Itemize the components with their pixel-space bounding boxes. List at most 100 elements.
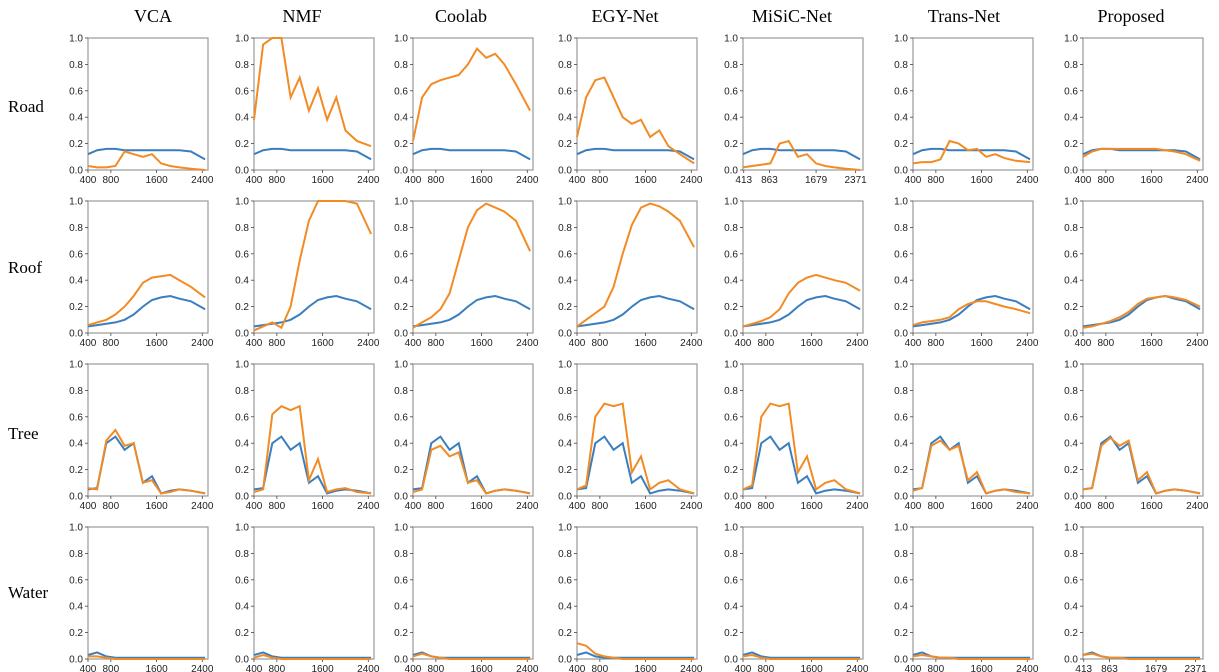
x-tick-label: 2400 bbox=[846, 338, 869, 349]
y-tick-label: 1.0 bbox=[394, 197, 408, 208]
y-tick-label: 0.4 bbox=[394, 439, 408, 450]
y-tick-label: 0.2 bbox=[558, 465, 572, 476]
x-tick-label: 2400 bbox=[516, 501, 539, 512]
y-tick-label: 1.0 bbox=[1064, 360, 1078, 371]
x-tick-label: 2400 bbox=[516, 175, 539, 186]
y-tick-label: 0.6 bbox=[69, 249, 83, 260]
y-tick-label: 0.2 bbox=[69, 465, 83, 476]
y-tick-label: 0.2 bbox=[724, 628, 738, 639]
x-tick-label: 1600 bbox=[470, 664, 493, 672]
panel-proposed-road: 0.0 0.2 0.4 0.6 0.8 1.0 400 800 1600 2400 bbox=[1064, 34, 1209, 187]
x-tick-label: 800 bbox=[428, 501, 445, 512]
y-tick-label: 0.4 bbox=[894, 602, 908, 613]
y-tick-label: 0.0 bbox=[724, 166, 738, 177]
y-tick-label: 0.8 bbox=[558, 223, 572, 234]
y-tick-label: 0.0 bbox=[235, 492, 249, 503]
y-tick-label: 0.4 bbox=[69, 113, 83, 124]
estimate-line bbox=[412, 444, 531, 495]
y-tick-label: 0.4 bbox=[235, 113, 249, 124]
panel-vca-water: 0.0 0.2 0.4 0.6 0.8 1.0 400 800 1600 2400 bbox=[69, 523, 214, 672]
x-tick-label: 2400 bbox=[680, 664, 703, 672]
y-tick-label: 0.8 bbox=[894, 60, 908, 71]
plot-frame bbox=[412, 37, 534, 171]
y-tick-label: 0.8 bbox=[724, 549, 738, 560]
y-tick-label: 0.0 bbox=[558, 166, 572, 177]
reference-line bbox=[87, 147, 206, 161]
estimate-line bbox=[576, 202, 695, 328]
x-tick-label: 800 bbox=[1098, 175, 1115, 186]
x-tick-label: 2400 bbox=[1016, 664, 1039, 672]
y-tick-label: 0.0 bbox=[394, 655, 408, 666]
panel-coolab-tree: 0.0 0.2 0.4 0.6 0.8 1.0 400 800 1600 2400 bbox=[394, 360, 539, 513]
reference-line bbox=[742, 651, 861, 659]
y-tick-label: 1.0 bbox=[69, 523, 83, 534]
y-tick-label: 0.2 bbox=[894, 139, 908, 150]
reference-line bbox=[576, 651, 695, 659]
x-tick-label: 1600 bbox=[470, 501, 493, 512]
x-tick-label: 400 bbox=[405, 501, 422, 512]
x-tick-label: 1600 bbox=[1140, 338, 1163, 349]
panel-proposed-tree: 0.0 0.2 0.4 0.6 0.8 1.0 400 800 1600 2400 bbox=[1064, 360, 1209, 513]
y-tick-label: 1.0 bbox=[894, 523, 908, 534]
y-tick-label: 0.4 bbox=[558, 276, 572, 287]
estimate-line bbox=[742, 273, 861, 328]
plot-frame bbox=[576, 363, 698, 497]
estimate-line bbox=[1082, 147, 1201, 162]
y-tick-label: 0.6 bbox=[394, 575, 408, 586]
x-tick-label: 2400 bbox=[1186, 175, 1209, 186]
x-tick-label: 1600 bbox=[145, 664, 168, 672]
y-tick-label: 0.4 bbox=[394, 276, 408, 287]
plot-frame bbox=[912, 200, 1034, 334]
x-tick-label: 400 bbox=[905, 501, 922, 512]
estimate-line bbox=[1082, 436, 1201, 495]
estimate-line bbox=[576, 76, 695, 165]
y-tick-label: 1.0 bbox=[558, 34, 572, 45]
y-tick-label: 0.0 bbox=[1064, 492, 1078, 503]
x-tick-label: 2400 bbox=[1186, 501, 1209, 512]
x-tick-label: 800 bbox=[428, 175, 445, 186]
y-tick-label: 1.0 bbox=[235, 523, 249, 534]
y-tick-label: 0.6 bbox=[1064, 249, 1078, 260]
x-tick-label: 2400 bbox=[357, 501, 380, 512]
y-tick-label: 0.2 bbox=[894, 302, 908, 313]
y-tick-label: 0.6 bbox=[894, 412, 908, 423]
x-tick-label: 413 bbox=[1075, 664, 1092, 672]
y-tick-label: 0.8 bbox=[894, 223, 908, 234]
column-title-coolab: Coolab bbox=[435, 6, 487, 26]
x-tick-label: 400 bbox=[405, 175, 422, 186]
x-tick-label: 800 bbox=[928, 664, 945, 672]
y-tick-label: 1.0 bbox=[894, 34, 908, 45]
y-tick-label: 0.4 bbox=[558, 113, 572, 124]
y-tick-label: 0.4 bbox=[894, 276, 908, 287]
y-tick-label: 0.6 bbox=[235, 249, 249, 260]
y-tick-label: 0.6 bbox=[1064, 575, 1078, 586]
x-tick-label: 800 bbox=[103, 338, 120, 349]
x-tick-label: 1600 bbox=[145, 338, 168, 349]
y-tick-label: 0.0 bbox=[1064, 329, 1078, 340]
y-tick-label: 0.6 bbox=[894, 249, 908, 260]
y-tick-label: 0.4 bbox=[394, 113, 408, 124]
x-tick-label: 400 bbox=[80, 175, 97, 186]
plot-frame bbox=[912, 363, 1034, 497]
x-tick-label: 1600 bbox=[800, 664, 823, 672]
y-tick-label: 0.4 bbox=[1064, 276, 1078, 287]
panel-egy-net-road: 0.0 0.2 0.4 0.6 0.8 1.0 400 800 1600 2400 bbox=[558, 34, 703, 187]
y-tick-label: 0.2 bbox=[394, 628, 408, 639]
y-tick-label: 0.2 bbox=[558, 139, 572, 150]
reference-line bbox=[576, 294, 695, 328]
x-tick-label: 800 bbox=[928, 501, 945, 512]
x-tick-label: 800 bbox=[1098, 338, 1115, 349]
y-tick-label: 0.4 bbox=[69, 439, 83, 450]
estimate-line bbox=[253, 653, 372, 660]
y-tick-label: 0.4 bbox=[1064, 439, 1078, 450]
y-tick-label: 0.2 bbox=[724, 139, 738, 150]
y-tick-label: 0.4 bbox=[69, 602, 83, 613]
row-label-tree: Tree bbox=[8, 424, 39, 443]
x-tick-label: 400 bbox=[246, 664, 263, 672]
x-tick-label: 400 bbox=[569, 664, 586, 672]
y-tick-label: 0.2 bbox=[894, 465, 908, 476]
y-tick-label: 0.0 bbox=[558, 492, 572, 503]
x-tick-label: 400 bbox=[246, 338, 263, 349]
y-tick-label: 0.0 bbox=[235, 655, 249, 666]
y-tick-label: 0.0 bbox=[69, 655, 83, 666]
